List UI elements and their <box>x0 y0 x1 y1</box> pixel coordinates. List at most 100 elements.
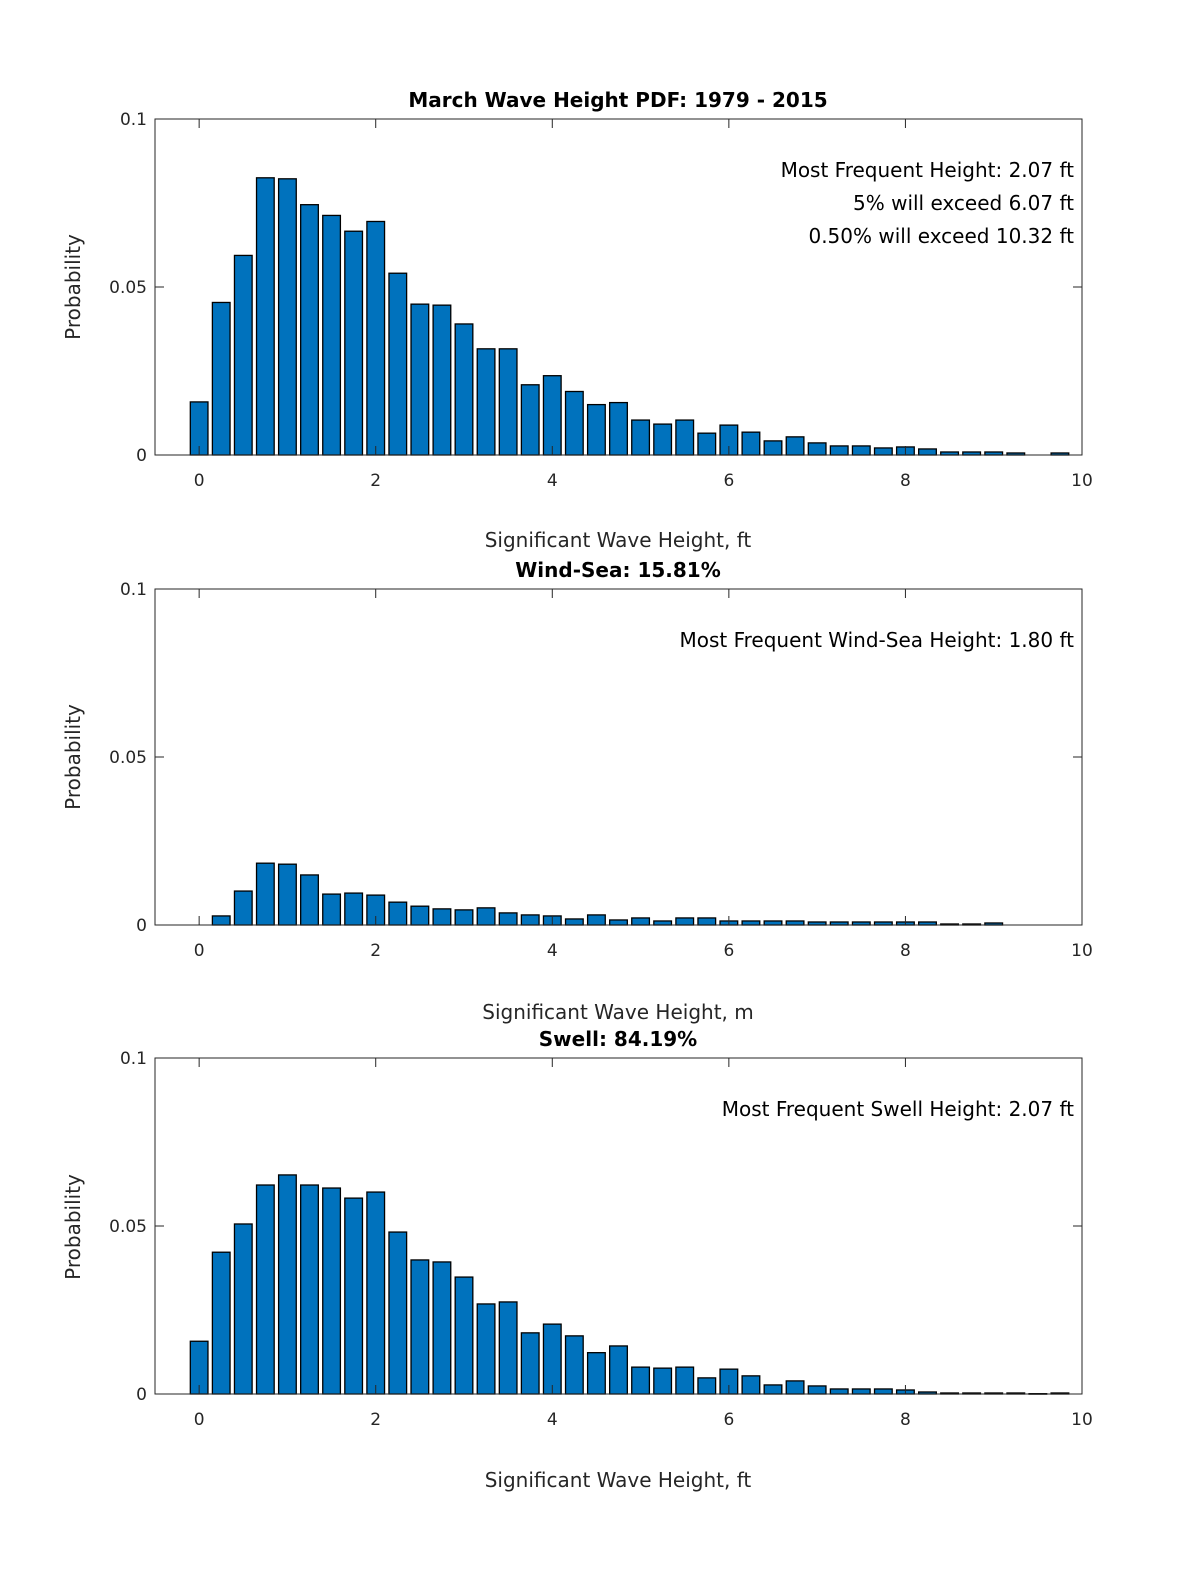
bar <box>454 323 474 456</box>
bar <box>675 917 695 926</box>
bar <box>277 1174 297 1395</box>
x-tick-label: 2 <box>370 1410 381 1430</box>
bar <box>520 1332 540 1395</box>
bar <box>520 384 540 456</box>
bar <box>476 348 496 456</box>
bar <box>653 920 673 926</box>
x-tick-label: 0 <box>194 471 205 491</box>
bar <box>807 442 827 456</box>
bar <box>300 204 319 456</box>
y-tick-label: 0.1 <box>120 580 147 600</box>
bar <box>322 214 342 456</box>
axes: 0 2 4 6 8 10 0 0.05 0.1 <box>109 110 1093 491</box>
bar <box>498 912 518 926</box>
bar <box>564 1335 584 1395</box>
bar <box>653 1367 673 1395</box>
bar <box>432 908 452 926</box>
y-tick-label: 0.1 <box>120 1049 147 1069</box>
bar <box>785 1380 805 1395</box>
y-axis-label: Probability <box>61 704 85 810</box>
bar <box>388 1231 408 1395</box>
bar <box>277 863 297 926</box>
annotation-most-frequent: Most Frequent Height: 2.07 ft <box>781 158 1075 182</box>
bar <box>609 401 628 456</box>
bar <box>609 919 628 926</box>
x-tick-label: 8 <box>900 1410 911 1430</box>
bar <box>233 1223 253 1395</box>
bar <box>388 272 408 456</box>
x-axis-label: Significant Wave Height, ft <box>485 528 752 552</box>
bar <box>410 1259 430 1395</box>
x-axis-label: Significant Wave Height, m <box>482 1000 753 1024</box>
x-tick-label: 10 <box>1071 941 1093 961</box>
y-axis-label: Probability <box>61 234 85 340</box>
bar <box>586 914 606 926</box>
bar <box>873 1388 893 1395</box>
bar <box>233 254 253 456</box>
bar <box>211 1251 231 1395</box>
bar <box>564 918 584 926</box>
bar <box>851 1388 871 1395</box>
bar <box>675 1366 695 1395</box>
x-tick-label: 4 <box>547 1410 558 1430</box>
bar <box>542 1323 562 1395</box>
bar <box>520 914 540 926</box>
y-tick-label: 0.05 <box>109 1217 147 1237</box>
bar <box>785 436 805 456</box>
y-tick-label: 0 <box>136 916 147 936</box>
x-tick-label: 10 <box>1071 471 1093 491</box>
bar <box>763 440 783 456</box>
bar <box>631 419 651 456</box>
bar <box>233 890 253 926</box>
x-tick-label: 2 <box>370 941 381 961</box>
bar <box>851 445 871 456</box>
bar <box>410 303 430 456</box>
y-tick-label: 0 <box>136 1385 147 1405</box>
chart-title: March Wave Height PDF: 1979 - 2015 <box>408 88 827 112</box>
x-tick-label: 0 <box>194 1410 205 1430</box>
bar <box>255 177 275 456</box>
y-tick-label: 0.05 <box>109 278 147 298</box>
axes: 0 2 4 6 8 10 0 0.05 0.1 <box>109 580 1093 961</box>
bar <box>763 1384 783 1395</box>
x-tick-label: 6 <box>723 1410 734 1430</box>
chart-title: Swell: 84.19% <box>539 1027 697 1051</box>
bar <box>255 1184 275 1395</box>
annotations: Most Frequent Swell Height: 2.07 ft <box>722 1097 1074 1121</box>
bar <box>410 905 430 926</box>
bar <box>873 447 893 456</box>
bar <box>388 901 408 926</box>
bar <box>300 874 319 926</box>
bar <box>300 1184 319 1395</box>
bar <box>454 909 474 926</box>
bar <box>432 1261 452 1395</box>
annotation-most-frequent: Most Frequent Swell Height: 2.07 ft <box>722 1097 1074 1121</box>
bar <box>454 1276 474 1395</box>
bar <box>653 423 673 456</box>
bar <box>564 390 584 456</box>
bar <box>785 920 805 926</box>
bar <box>498 348 518 456</box>
bar <box>763 920 783 926</box>
bar <box>322 1187 342 1395</box>
annotations: Most Frequent Wind-Sea Height: 1.80 ft <box>679 628 1074 652</box>
annotation-0.5pct-exceed: 0.50% will exceed 10.32 ft <box>808 224 1074 248</box>
bar <box>829 445 849 456</box>
bar <box>542 375 562 456</box>
x-tick-label: 8 <box>900 941 911 961</box>
x-tick-label: 6 <box>723 941 734 961</box>
bar <box>498 1301 518 1395</box>
bar <box>586 1352 606 1395</box>
y-tick-label: 0.05 <box>109 748 147 768</box>
panel-swell: Swell: 84.19% Probability Significant Wa… <box>61 1027 1093 1492</box>
bar <box>918 448 937 456</box>
x-axis-label: Significant Wave Height, ft <box>485 1468 752 1492</box>
x-tick-label: 4 <box>547 471 558 491</box>
bar <box>631 917 651 926</box>
bar <box>432 304 452 456</box>
bar <box>366 1191 386 1395</box>
x-tick-label: 8 <box>900 471 911 491</box>
bar <box>476 907 496 926</box>
bar <box>344 230 364 456</box>
